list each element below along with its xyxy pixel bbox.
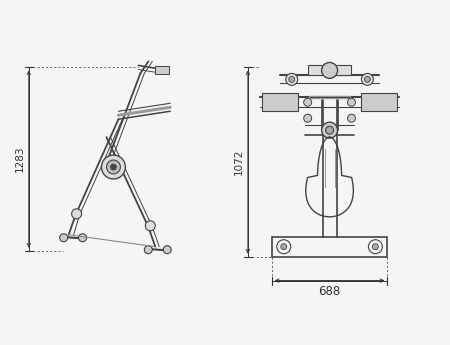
Text: 1072: 1072	[234, 149, 244, 175]
Circle shape	[322, 122, 338, 138]
Circle shape	[322, 62, 338, 78]
Bar	[155, 67, 169, 75]
Bar	[308, 66, 351, 76]
Circle shape	[361, 73, 374, 85]
Circle shape	[304, 98, 312, 106]
Circle shape	[347, 98, 356, 106]
Circle shape	[60, 234, 68, 242]
Circle shape	[304, 114, 312, 122]
Circle shape	[110, 164, 117, 170]
Circle shape	[326, 126, 333, 134]
Circle shape	[102, 155, 126, 179]
Circle shape	[79, 234, 86, 242]
Circle shape	[72, 209, 81, 219]
Circle shape	[286, 73, 298, 85]
Circle shape	[145, 221, 155, 231]
Circle shape	[364, 76, 370, 82]
Bar	[272, 237, 387, 257]
Text: 1283: 1283	[15, 146, 25, 172]
Circle shape	[107, 160, 121, 174]
Circle shape	[163, 246, 171, 254]
Circle shape	[289, 76, 295, 82]
Circle shape	[281, 244, 287, 250]
Circle shape	[144, 246, 152, 254]
Bar	[361, 93, 397, 111]
Bar	[262, 93, 298, 111]
Text: 688: 688	[319, 285, 341, 298]
Circle shape	[373, 244, 378, 250]
Circle shape	[347, 114, 356, 122]
